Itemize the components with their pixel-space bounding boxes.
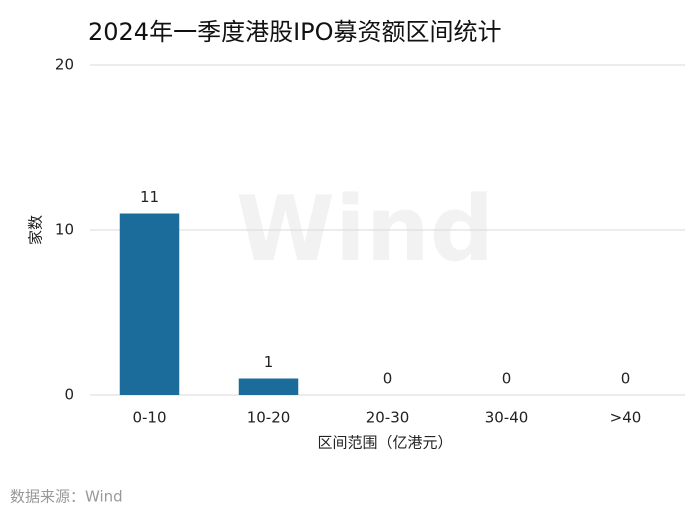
x-tick-label: 0-10 xyxy=(132,409,166,427)
watermark: Wind xyxy=(236,177,495,282)
y-tick-label: 10 xyxy=(55,221,74,239)
y-tick-label: 0 xyxy=(64,386,74,404)
y-axis-label: 家数 xyxy=(27,215,45,245)
x-tick-label: 10-20 xyxy=(247,409,291,427)
data-label: 0 xyxy=(383,370,393,388)
x-axis-label: 区间范围（亿港元） xyxy=(317,434,452,452)
data-label: 11 xyxy=(140,188,159,206)
chart-title: 2024年一季度港股IPO募资额区间统计 xyxy=(88,18,502,46)
source-note: 数据来源：Wind xyxy=(10,488,123,506)
bar xyxy=(119,213,180,395)
data-label: 0 xyxy=(621,370,631,388)
bar xyxy=(238,378,299,395)
x-tick-label: 20-30 xyxy=(366,409,410,427)
data-label: 1 xyxy=(264,353,274,371)
data-label: 0 xyxy=(502,370,512,388)
x-tick-label: >40 xyxy=(610,409,642,427)
x-tick-label: 30-40 xyxy=(485,409,529,427)
y-tick-label: 20 xyxy=(55,56,74,74)
